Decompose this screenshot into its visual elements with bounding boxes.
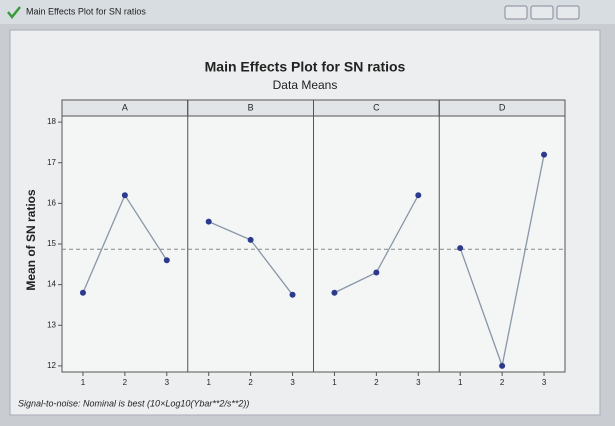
- y-tick-label: 15: [47, 239, 56, 248]
- y-tick-label: 12: [47, 361, 56, 370]
- point: [247, 236, 254, 243]
- x-tick-label: 2: [248, 378, 253, 387]
- y-tick-label: 17: [47, 158, 56, 167]
- y-tick-label: 16: [47, 198, 56, 207]
- point: [121, 192, 128, 199]
- panel-label: D: [499, 102, 506, 112]
- x-tick-label: 2: [374, 378, 379, 387]
- x-tick-label: 2: [123, 378, 128, 387]
- y-tick-label: 18: [47, 117, 56, 126]
- panel-label: B: [248, 102, 254, 112]
- x-tick-label: 1: [332, 378, 337, 387]
- maximize-button[interactable]: [530, 5, 554, 20]
- point: [415, 192, 422, 199]
- panel-label: C: [373, 102, 380, 112]
- point: [289, 291, 296, 298]
- y-tick-label: 14: [47, 280, 56, 289]
- x-tick-label: 3: [542, 378, 547, 387]
- y-tick-label: 13: [47, 320, 56, 329]
- chart-subtitle: Data Means: [273, 78, 338, 92]
- point: [331, 289, 338, 296]
- window-title: Main Effects Plot for SN ratios: [26, 6, 146, 16]
- close-button[interactable]: [556, 5, 580, 20]
- x-tick-label: 3: [165, 378, 170, 387]
- point: [163, 257, 170, 264]
- panel-label: A: [122, 102, 128, 112]
- point: [205, 218, 212, 225]
- x-tick-label: 1: [81, 378, 86, 387]
- y-axis-label: Mean of SN ratios: [24, 189, 38, 291]
- x-tick-label: 2: [500, 378, 505, 387]
- point: [79, 289, 86, 296]
- chart-title: Main Effects Plot for SN ratios: [205, 59, 406, 75]
- x-tick-label: 1: [458, 378, 463, 387]
- check-icon: [7, 6, 21, 20]
- x-tick-label: 1: [206, 378, 211, 387]
- minimize-button[interactable]: [504, 5, 528, 20]
- x-tick-label: 3: [290, 378, 295, 387]
- point: [541, 151, 548, 158]
- footnote: Signal-to-noise: Nominal is best (10×Log…: [18, 398, 249, 408]
- point: [457, 245, 464, 252]
- x-tick-label: 3: [416, 378, 421, 387]
- point: [373, 269, 380, 276]
- point: [499, 362, 506, 369]
